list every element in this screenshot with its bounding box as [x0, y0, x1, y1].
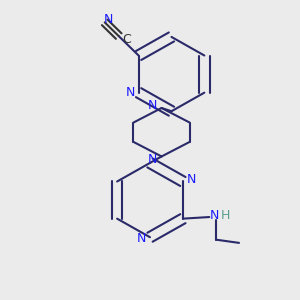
Text: N: N: [210, 209, 219, 222]
Text: N: N: [187, 173, 196, 186]
Text: N: N: [137, 232, 146, 245]
Text: N: N: [126, 86, 135, 99]
Text: N: N: [148, 99, 157, 112]
Text: N: N: [103, 13, 113, 26]
Text: N: N: [148, 152, 157, 166]
Text: C: C: [123, 33, 131, 46]
Text: H: H: [220, 209, 230, 222]
